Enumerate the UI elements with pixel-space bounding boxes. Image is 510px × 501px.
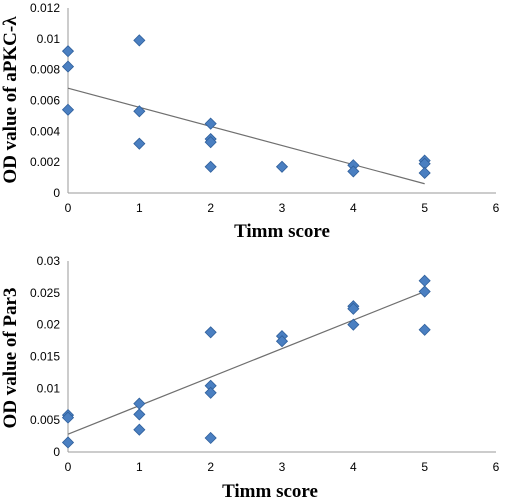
x-tick-label: 4 — [350, 201, 357, 215]
data-point — [61, 60, 75, 73]
y-axis-title: OD value of Par3 — [0, 288, 21, 429]
y-tick-label: 0.006 — [30, 94, 60, 108]
data-point — [61, 103, 75, 116]
y-tick-label: 0.005 — [30, 413, 60, 427]
data-point — [418, 323, 431, 336]
data-point — [133, 34, 146, 47]
data-point — [347, 318, 360, 331]
data-points — [61, 274, 431, 449]
data-point — [133, 137, 146, 150]
x-tick-label: 2 — [207, 460, 214, 474]
data-point — [275, 160, 289, 173]
x-tick-labels: 0 1 2 3 4 5 6 — [65, 460, 500, 474]
x-tick-label: 1 — [136, 201, 143, 215]
x-tick-label: 6 — [493, 460, 500, 474]
data-point — [133, 423, 146, 436]
y-axis-title: OD value of aPKC-λ — [0, 16, 21, 184]
data-point — [204, 386, 217, 399]
data-point — [418, 285, 431, 298]
y-tick-label: 0.002 — [30, 155, 60, 169]
x-tick-label: 2 — [207, 201, 214, 215]
y-tick-label: 0 — [53, 445, 60, 459]
y-tick-label: 0.01 — [37, 32, 61, 46]
x-tick-label: 0 — [65, 460, 72, 474]
data-point — [204, 431, 217, 445]
data-point — [275, 335, 289, 348]
data-point — [204, 326, 217, 339]
data-point — [133, 408, 146, 421]
chart-apkc: 0 0.002 0.004 0.006 0.008 0.01 0.012 0 1 2 3 4 5 6 T… — [0, 1, 500, 242]
data-points — [61, 34, 431, 180]
y-tick-label: 0.015 — [30, 350, 60, 364]
data-point — [347, 165, 360, 178]
y-tick-label: 0 — [53, 186, 60, 200]
data-point — [204, 136, 217, 149]
x-tick-label: 5 — [421, 201, 428, 215]
data-point — [61, 436, 75, 449]
y-tick-label: 0.02 — [37, 318, 61, 332]
x-tick-labels: 0 1 2 3 4 5 6 — [65, 201, 500, 215]
y-tick-labels: 0 0.002 0.004 0.006 0.008 0.01 0.012 — [30, 1, 60, 200]
x-axis-title: Timm score — [222, 481, 318, 501]
x-tick-label: 0 — [65, 201, 72, 215]
x-tick-label: 6 — [493, 201, 500, 215]
data-point — [204, 160, 217, 173]
trendline — [67, 87, 425, 185]
data-point — [133, 105, 146, 118]
x-axis-title: Timm score — [234, 221, 330, 242]
data-point — [418, 166, 431, 180]
y-tick-labels: 0 0.005 0.01 0.015 0.02 0.025 0.03 — [30, 254, 60, 459]
x-tick-label: 3 — [279, 460, 286, 474]
x-tick-label: 4 — [350, 460, 357, 474]
chart-par3: 0 0.005 0.01 0.015 0.02 0.025 0.03 0 1 2 3 4 5 6 Tim… — [0, 254, 500, 501]
x-tick-label: 5 — [421, 460, 428, 474]
data-point — [347, 302, 360, 315]
y-tick-label: 0.012 — [30, 1, 60, 15]
y-tick-label: 0.025 — [30, 286, 60, 300]
x-tick-label: 1 — [136, 460, 143, 474]
y-tick-label: 0.008 — [30, 63, 60, 77]
data-point — [61, 411, 75, 424]
y-tick-label: 0.03 — [37, 254, 61, 268]
data-point — [418, 274, 431, 287]
y-tick-label: 0.01 — [37, 381, 61, 395]
data-point — [204, 117, 217, 130]
trendline — [67, 291, 425, 435]
y-tick-label: 0.004 — [30, 124, 60, 138]
x-tick-label: 3 — [279, 201, 286, 215]
data-point — [61, 45, 75, 58]
